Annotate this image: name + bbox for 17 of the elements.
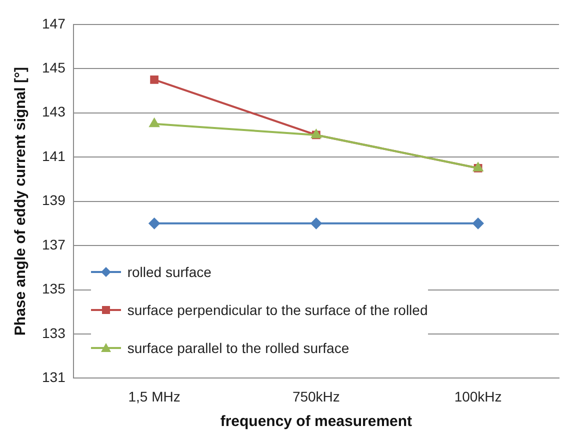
y-tick-label: 139 [42, 192, 66, 208]
y-tick-label: 145 [42, 59, 66, 76]
y-tick-label: 133 [42, 324, 66, 341]
x-axis-title: frequency of measurement [220, 413, 412, 430]
y-tick-label: 143 [42, 104, 66, 120]
legend-label: surface perpendicular to the surface of the rolled [127, 302, 428, 318]
y-tick-label: 147 [42, 15, 66, 32]
y-tick-label: 131 [42, 369, 66, 386]
x-tick-label: 100kHz [454, 388, 502, 404]
x-tick-label: 1,5 MHz [128, 388, 180, 404]
legend-label: rolled surface [127, 264, 212, 280]
y-axis-title: Phase angle of eddy current signal [°] [12, 67, 30, 336]
y-tick-label: 137 [42, 236, 66, 252]
y-tick-label: 135 [42, 280, 66, 297]
y-tick-label: 141 [42, 148, 66, 164]
x-tick-label: 750kHz [292, 388, 340, 404]
legend-label: surface parallel to the rolled surface [127, 340, 350, 356]
